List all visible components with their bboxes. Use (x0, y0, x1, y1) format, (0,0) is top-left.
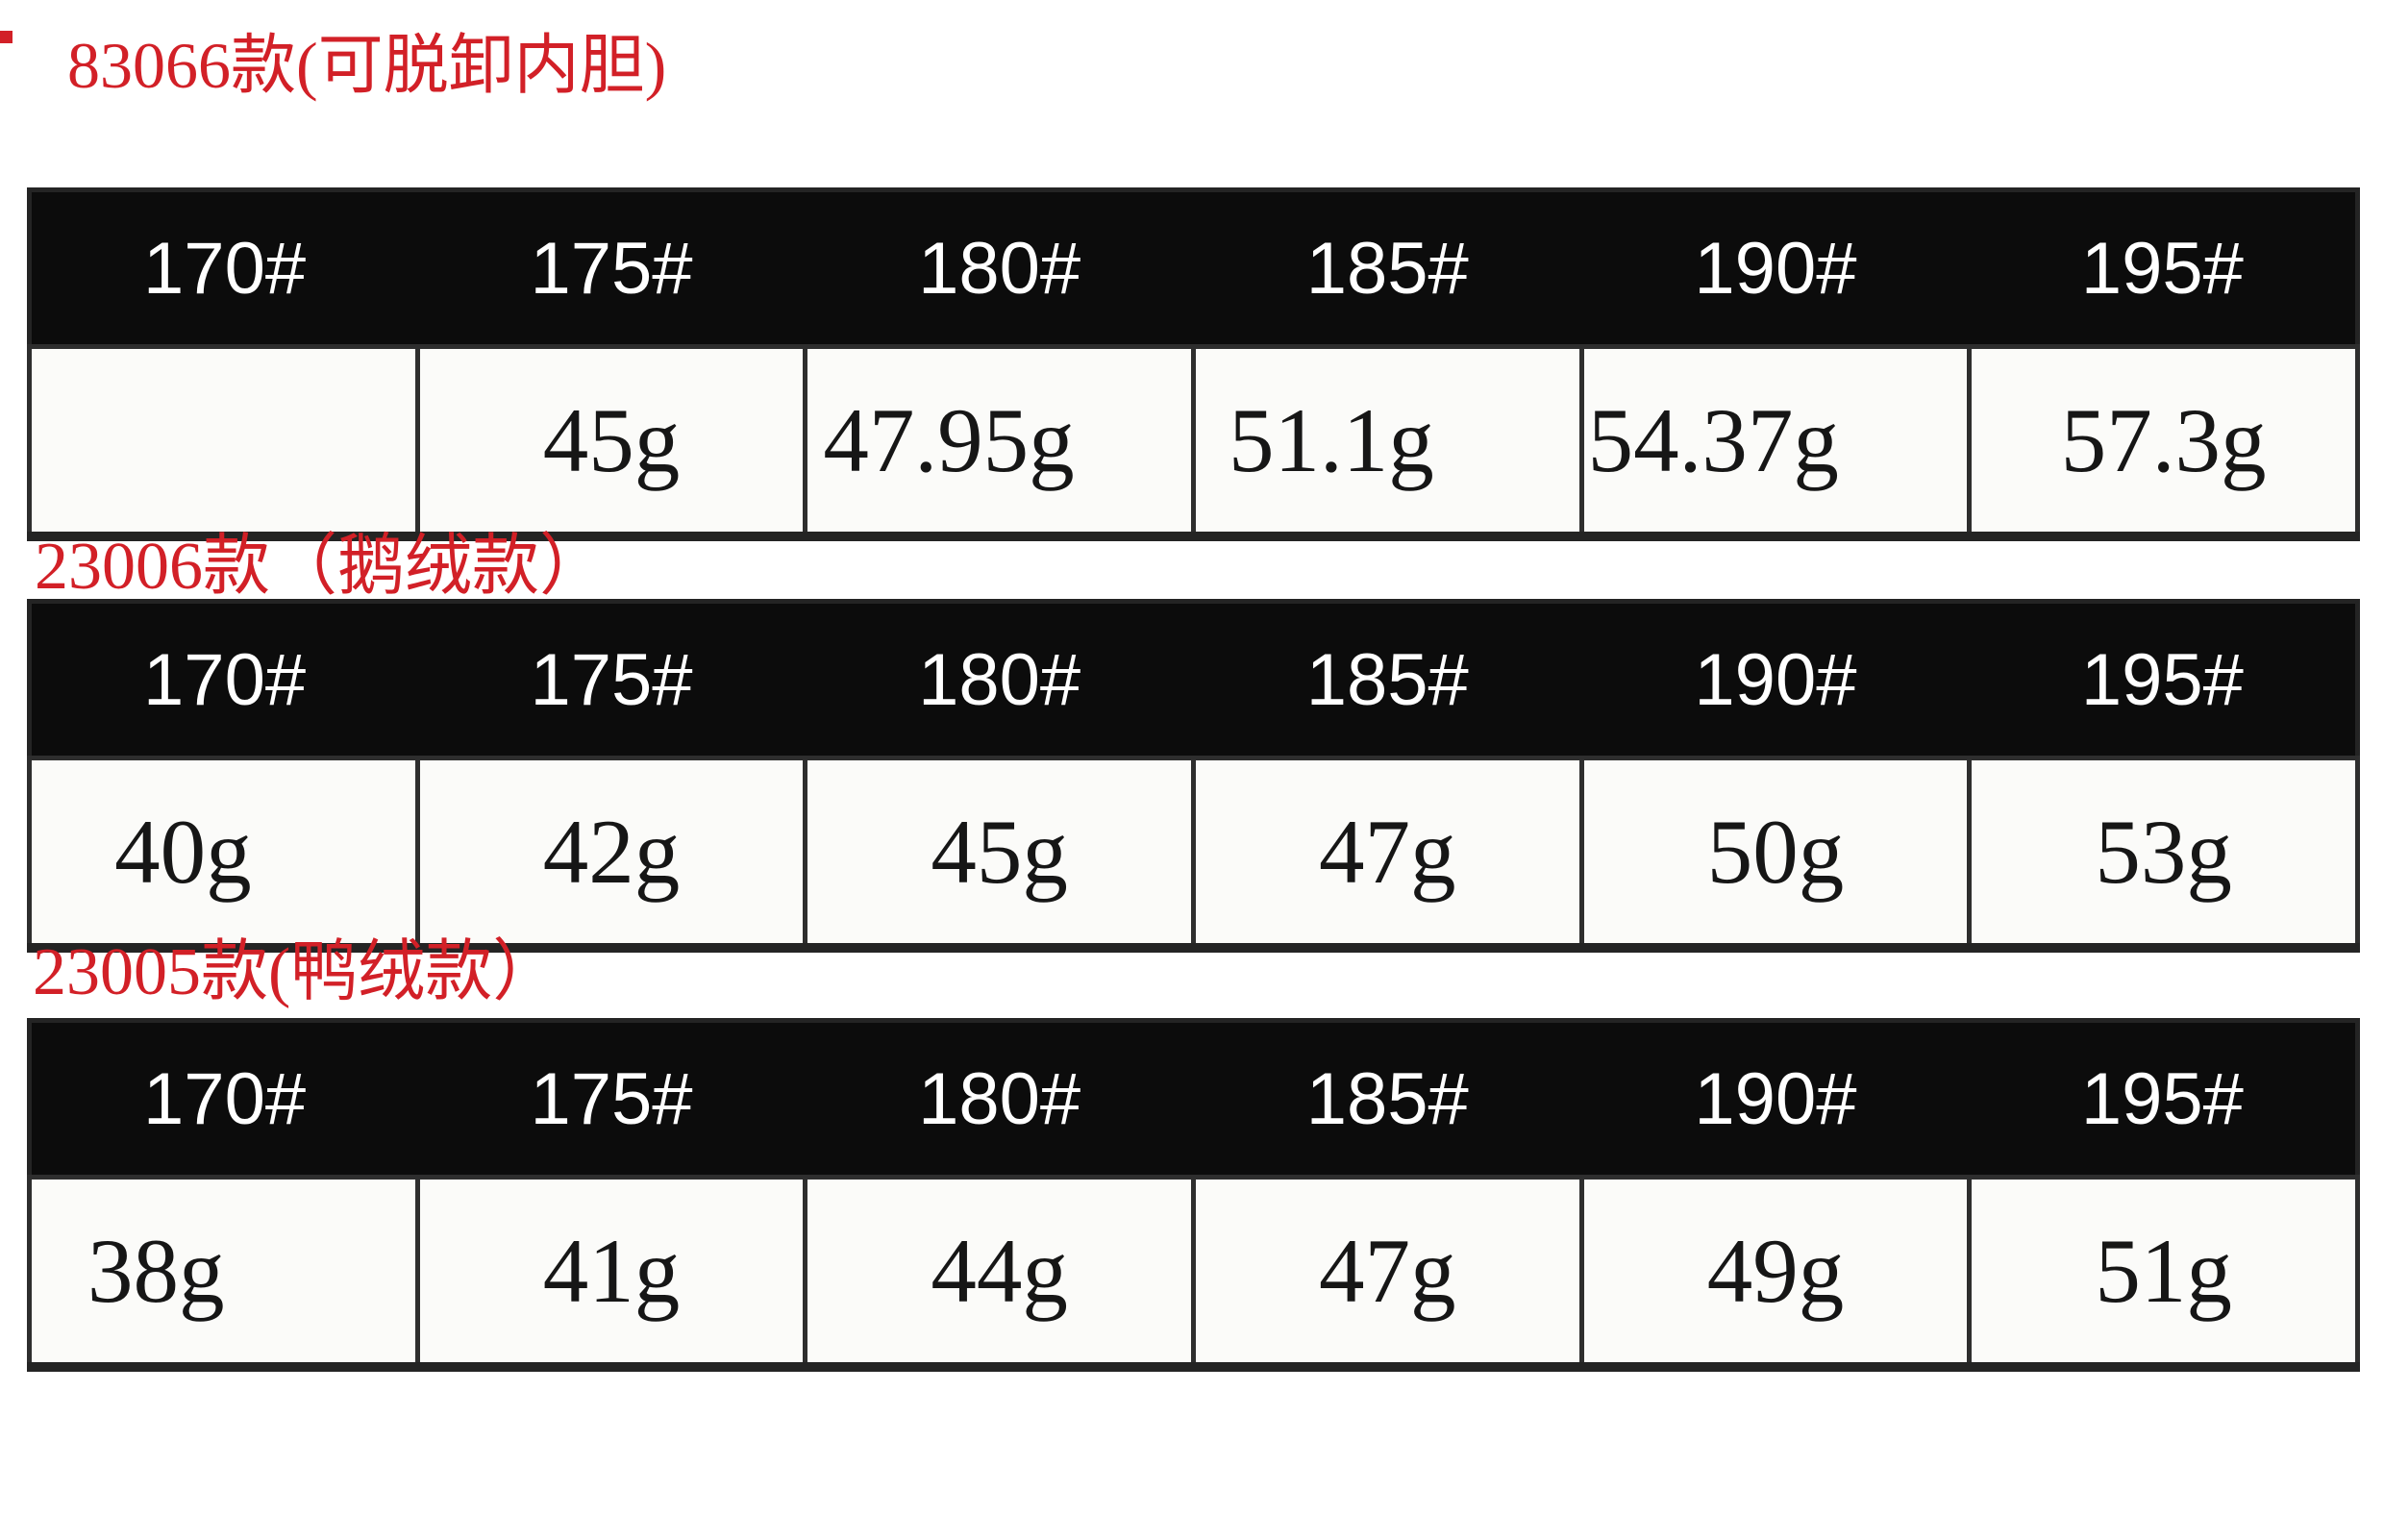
weight-row: 45g 47.95g 51.1g 54.37g 57.3g (27, 344, 2360, 539)
size-header-cell: 175# (417, 601, 806, 758)
weight-cell: 42g (414, 756, 808, 951)
weight-value: 40g (114, 801, 252, 903)
weight-row: 40g 42g 45g 47g 50g 53g (27, 756, 2360, 951)
size-header-cell: 195# (1969, 601, 2358, 758)
size-header-cell: 195# (1969, 1020, 2358, 1178)
size-header-cell: 190# (1581, 189, 1970, 347)
size-header-cell: 185# (1193, 601, 1582, 758)
size-header-cell: 190# (1581, 1020, 1970, 1178)
weight-cell: 41g (414, 1175, 808, 1370)
weight-row: 38g 41g 44g 47g 49g 51g (27, 1175, 2360, 1370)
size-header-cell: 180# (805, 601, 1194, 758)
size-header-cell: 175# (417, 189, 806, 347)
size-header-cell: 195# (1969, 189, 2358, 347)
weight-cell: 54.37g (1578, 344, 1973, 539)
weight-cell: 53g (1967, 756, 2360, 951)
size-header-cell: 185# (1193, 1020, 1582, 1178)
weight-cell: 45g (803, 756, 1196, 951)
weight-cell: 51.1g (1190, 344, 1584, 539)
weight-cell: 49g (1578, 1175, 1973, 1370)
section-title-83066: 83066款(可脱卸内胆) (67, 29, 667, 102)
size-header-cell: 170# (29, 189, 418, 347)
product-size-weight-page: { "colors": { "heading_red": "#d22027", … (0, 29, 2384, 1540)
size-header-row: 170# 175# 180# 185# 190# 195# (29, 1020, 2358, 1178)
size-header-cell: 170# (29, 1020, 418, 1178)
size-weight-table-23005: 170# 175# 180# 185# 190# 195# 38g 41g 44… (27, 1018, 2360, 1372)
size-header-cell: 180# (805, 1020, 1194, 1178)
size-header-cell: 190# (1581, 601, 1970, 758)
size-header-cell: 170# (29, 601, 418, 758)
weight-cell: 45g (414, 344, 808, 539)
red-corner-mark (0, 31, 12, 43)
weight-cell: 50g (1578, 756, 1973, 951)
weight-cell: 47.95g (803, 344, 1196, 539)
weight-cell: 51g (1967, 1175, 2360, 1370)
weight-cell: 47g (1190, 756, 1584, 951)
weight-cell: 44g (803, 1175, 1196, 1370)
size-header-cell: 180# (805, 189, 1194, 347)
section-title-23006: 23006款（鹅绒款） (35, 530, 607, 604)
weight-cell: 40g (27, 756, 420, 951)
size-header-row: 170# 175# 180# 185# 190# 195# (29, 189, 2358, 347)
size-weight-table-83066: 170# 175# 180# 185# 190# 195# 45g 47.95g… (27, 187, 2360, 541)
size-weight-table-23006: 170# 175# 180# 185# 190# 195# 40g 42g 45… (27, 599, 2360, 953)
weight-cell: 47g (1190, 1175, 1584, 1370)
size-header-row: 170# 175# 180# 185# 190# 195# (29, 601, 2358, 758)
section-title-23005: 23005款(鸭绒款） (33, 935, 560, 1009)
weight-cell: 57.3g (1967, 344, 2360, 539)
weight-cell (27, 344, 420, 539)
weight-cell: 38g (27, 1175, 420, 1370)
size-header-cell: 185# (1193, 189, 1582, 347)
size-header-cell: 175# (417, 1020, 806, 1178)
